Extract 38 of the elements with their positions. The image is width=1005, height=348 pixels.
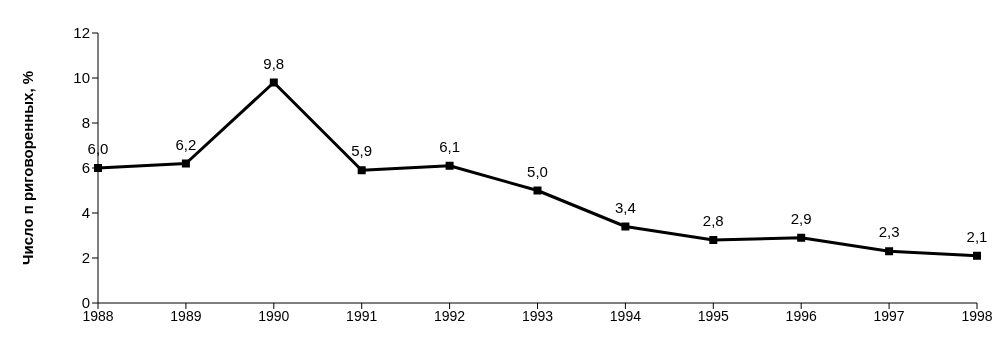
x-tick-label: 1991 [346, 307, 378, 324]
point [709, 236, 718, 244]
data-label: 2,9 [790, 209, 812, 227]
point [885, 247, 894, 256]
data-label: 6,2 [175, 135, 197, 153]
y-tick-label: 12 [73, 24, 90, 42]
point [269, 78, 278, 87]
point [533, 186, 542, 195]
point [445, 161, 454, 170]
y-tick-label: 6 [81, 159, 90, 177]
point [181, 159, 190, 168]
point [357, 166, 366, 175]
x-tick-label: 1993 [521, 307, 554, 324]
x-tick-label: 1990 [258, 307, 290, 324]
data-label: 6,1 [439, 137, 461, 155]
data-label: 5,0 [527, 162, 548, 180]
y-tick-label: 8 [81, 114, 90, 132]
x-tick-label: 1992 [434, 307, 466, 324]
point [621, 222, 630, 231]
data-label: 6,0 [87, 140, 109, 157]
data-label: 5,9 [351, 142, 373, 160]
y-axis-title: Число п риговоренных, % [19, 70, 37, 266]
data-label: 3,4 [614, 198, 636, 216]
point [797, 233, 806, 242]
x-tick-label: 1995 [697, 307, 730, 324]
x-tick-label: 1997 [873, 307, 905, 324]
x-tick-label: 1996 [785, 307, 817, 324]
data-label: 2,1 [966, 227, 988, 245]
y-tick-label: 2 [81, 249, 90, 267]
y-tick-label: 4 [81, 204, 90, 222]
x-tick-label: 1998 [961, 307, 993, 324]
x-tick-label: 1989 [170, 307, 202, 324]
data-label: 2,8 [702, 212, 724, 229]
y-tick-label: 10 [73, 69, 90, 87]
data-label: 2,3 [878, 223, 900, 241]
data-label: 9,8 [263, 54, 285, 72]
point [973, 251, 981, 260]
x-tick-label: 1994 [609, 307, 642, 324]
